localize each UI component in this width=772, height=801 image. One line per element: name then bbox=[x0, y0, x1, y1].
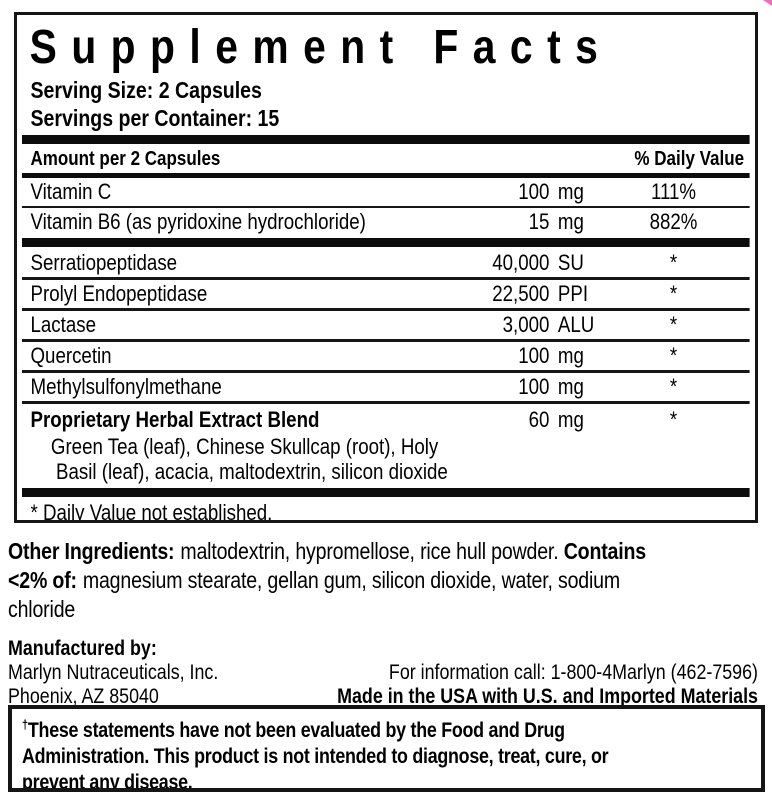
other-ingredients-text: magnesium stearate, gellan gum, silicon … bbox=[82, 567, 620, 593]
ingredient-unit: mg bbox=[557, 343, 584, 368]
disclaimer-text: These statements have not been evaluated… bbox=[27, 719, 565, 742]
ingredient-unit: SU bbox=[557, 250, 584, 275]
manufacturer-city: Phoenix, AZ 85040 bbox=[8, 685, 159, 708]
ingredient-name: Lactase bbox=[30, 312, 97, 337]
ingredient-name: Prolyl Endopeptidase bbox=[30, 281, 208, 306]
table-row-serratiopeptidase: Serratiopeptidase 40,000 SU * bbox=[22, 249, 750, 277]
disclaimer-line: †These statements have not been evaluate… bbox=[22, 712, 753, 744]
ingredient-daily-value: * bbox=[669, 407, 678, 432]
scan-artifact-corner bbox=[763, 0, 772, 6]
ingredient-daily-value: * bbox=[669, 343, 678, 368]
ingredient-name: Serratiopeptidase bbox=[30, 250, 178, 275]
ingredient-amount: 100 bbox=[518, 343, 550, 368]
blend-components-line: Green Tea (leaf), Chinese Skullcap (root… bbox=[50, 434, 439, 459]
ingredient-name: Vitamin C bbox=[30, 179, 112, 204]
ingredient-amount: 15 bbox=[528, 209, 550, 234]
other-ingredients-line: chloride bbox=[8, 596, 76, 622]
ingredient-name: Proprietary Herbal Extract Blend bbox=[30, 407, 320, 432]
other-ingredients-section: Other Ingredients: maltodextrin, hypromel… bbox=[8, 537, 764, 624]
ingredient-daily-value: * bbox=[669, 281, 678, 306]
ingredient-unit: ALU bbox=[557, 312, 595, 337]
table-row-prolyl-endopeptidase: Prolyl Endopeptidase 22,500 PPI * bbox=[22, 277, 750, 308]
supplement-facts-panel: Supplement Facts Serving Size: 2 Capsule… bbox=[14, 12, 758, 523]
servings-per-container: Servings per Container: 15 bbox=[30, 105, 280, 131]
ingredient-name: Methylsulfonylmethane bbox=[30, 374, 222, 399]
disclaimer-line: prevent any disease. bbox=[22, 771, 193, 792]
fda-disclaimer-box: †These statements have not been evaluate… bbox=[8, 705, 765, 792]
separator-bar-thick bbox=[22, 135, 750, 144]
separator-bar-medium bbox=[22, 173, 750, 178]
ingredient-unit: mg bbox=[557, 179, 584, 204]
table-row-lactase: Lactase 3,000 ALU * bbox=[22, 308, 750, 339]
ingredient-daily-value: * bbox=[669, 250, 678, 275]
disclaimer-line: Administration. This product is not inte… bbox=[22, 745, 609, 768]
header-daily-value-label: % Daily Value bbox=[634, 148, 745, 170]
header-amount-label: Amount per 2 Capsules bbox=[30, 148, 221, 170]
ingredient-unit: mg bbox=[557, 374, 584, 399]
ingredient-amount: 22,500 bbox=[492, 281, 550, 306]
ingredient-daily-value: 882% bbox=[649, 209, 698, 234]
table-row-vitamin-c: Vitamin C 100 mg 111% bbox=[22, 178, 750, 206]
table-row-methylsulfonylmethane: Methylsulfonylmethane 100 mg * bbox=[22, 370, 750, 401]
manufacturer-company: Marlyn Nutraceuticals, Inc. bbox=[8, 661, 219, 684]
dagger-symbol: † bbox=[22, 717, 28, 732]
ingredient-unit: mg bbox=[557, 209, 584, 234]
contains-label: Contains bbox=[563, 538, 647, 564]
manufacturer-section: Manufactured by: Marlyn Nutraceuticals, … bbox=[8, 637, 758, 709]
info-phone-line: For information call: 1-800-4Marlyn (462… bbox=[388, 661, 758, 684]
separator-bar-thick bbox=[22, 238, 750, 247]
table-row-quercetin: Quercetin 100 mg * bbox=[22, 339, 750, 370]
made-in-usa-line: Made in the USA with U.S. and Imported M… bbox=[337, 685, 758, 708]
table-row-proprietary-blend: Proprietary Herbal Extract Blend 60 mg * bbox=[22, 401, 750, 434]
ingredient-daily-value: * bbox=[669, 374, 678, 399]
manufactured-by-label: Manufactured by: bbox=[8, 637, 157, 660]
ingredient-daily-value: 111% bbox=[650, 179, 697, 204]
ingredient-unit: mg bbox=[557, 407, 584, 432]
panel-title: Supplement Facts bbox=[29, 21, 613, 74]
contains-percent-label: <2% of: bbox=[8, 567, 77, 593]
ingredient-name: Quercetin bbox=[30, 343, 112, 368]
ingredient-amount: 60 bbox=[528, 407, 550, 432]
serving-size: Serving Size: 2 Capsules bbox=[30, 77, 262, 103]
table-row-vitamin-b6: Vitamin B6 (as pyridoxine hydrochloride)… bbox=[22, 206, 750, 236]
ingredient-amount: 40,000 bbox=[492, 250, 550, 275]
separator-bar-thick bbox=[22, 488, 750, 497]
ingredient-unit: PPI bbox=[557, 281, 589, 306]
manufacturer-row: Phoenix, AZ 85040 Made in the USA with U… bbox=[8, 685, 758, 709]
ingredient-daily-value: * bbox=[669, 312, 678, 337]
ingredient-amount: 100 bbox=[518, 374, 550, 399]
ingredient-amount: 3,000 bbox=[502, 312, 550, 337]
other-ingredients-text: maltodextrin, hypromellose, rice hull po… bbox=[180, 538, 559, 564]
daily-value-footnote: * Daily Value not established. bbox=[30, 500, 273, 523]
ingredient-name: Vitamin B6 (as pyridoxine hydrochloride) bbox=[30, 209, 366, 234]
manufacturer-row: Marlyn Nutraceuticals, Inc. For informat… bbox=[8, 661, 758, 685]
other-ingredients-line: Other Ingredients: maltodextrin, hypromel… bbox=[8, 537, 764, 566]
blend-components-line: Basil (leaf), acacia, maltodextrin, sili… bbox=[56, 459, 448, 484]
table-header-row: Amount per 2 Capsules % Daily Value bbox=[22, 144, 750, 173]
ingredient-amount: 100 bbox=[518, 179, 550, 204]
other-ingredients-line: <2% of: magnesium stearate, gellan gum, s… bbox=[8, 566, 764, 595]
other-ingredients-label: Other Ingredients: bbox=[8, 538, 175, 564]
